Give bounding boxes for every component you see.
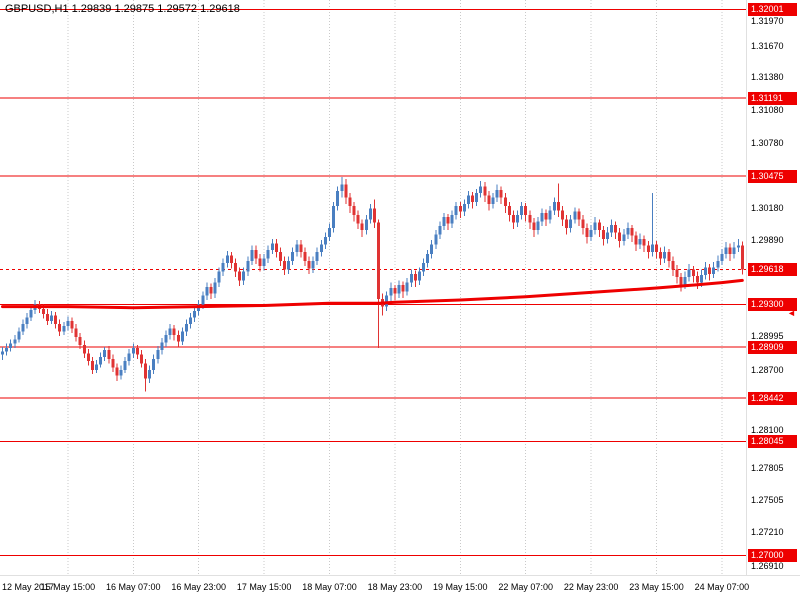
candles-layer	[1, 176, 744, 392]
price-axis-label: 1.27805	[751, 462, 784, 473]
time-axis-label: 18 May 23:00	[367, 582, 423, 592]
price-axis-label: 1.26910	[751, 561, 784, 572]
level-price-badge: 1.27000	[748, 548, 797, 562]
price-marker-arrow: ◄	[787, 308, 796, 319]
price-axis-label: 1.31970	[751, 15, 784, 26]
price-axis-label: 1.31380	[751, 72, 784, 83]
time-axis[interactable]: 12 May 2017 15 May 15:00 16 May 07:00 16 Ma…	[0, 575, 800, 600]
time-axis-label: 22 May 07:00	[498, 582, 553, 592]
price-axis-label: 1.31670	[751, 40, 784, 51]
moving-average-line	[1, 278, 744, 310]
level-price-badge: 1.29300	[748, 297, 797, 311]
level-price-badge: 1.28045	[748, 434, 797, 448]
time-axis-label: 23 May 15:00	[629, 582, 684, 592]
price-chart[interactable]	[0, 0, 746, 575]
time-axis-label: 16 May 07:00	[106, 582, 161, 592]
price-axis-label: 1.30180	[751, 203, 784, 214]
time-axis-label: 22 May 23:00	[563, 582, 619, 592]
price-axis-label: 1.30780	[751, 137, 784, 148]
price-axis-label: 1.28995	[751, 331, 784, 342]
level-price-badge: 1.30475	[748, 169, 797, 183]
price-axis-label: 1.28100	[751, 425, 784, 436]
time-axis-label: 16 May 23:00	[171, 582, 226, 592]
price-axis-label: 1.27210	[751, 527, 784, 538]
time-axis-label: 17 May 15:00	[236, 582, 292, 592]
price-axis-label: 1.28700	[751, 364, 784, 375]
price-axis-label: 1.27505	[751, 495, 784, 506]
time-axis-label: 15 May 15:00	[40, 582, 96, 592]
time-axis-label: 24 May 07:00	[694, 582, 750, 592]
bid-price-badge: 1.29618	[748, 263, 797, 277]
time-axis-label: 18 May 07:00	[302, 582, 357, 592]
levels-layer	[0, 9, 746, 556]
time-axis-label: 19 May 15:00	[433, 582, 488, 592]
chart-title: GBPUSD,H1 1.29839 1.29875 1.29572 1.2961…	[5, 3, 240, 15]
level-price-badge: 1.28909	[748, 340, 797, 354]
level-price-badge: 1.28442	[748, 391, 797, 405]
time-axis-label: 12 May 2017	[2, 582, 55, 592]
price-axis-label: 1.31080	[751, 105, 784, 116]
level-price-badge: 1.31191	[748, 91, 797, 105]
price-axis-label: 1.29890	[751, 235, 784, 246]
price-axis[interactable]: 1.32001 1.31191 1.30475 1.29300 1.28909 1.284…	[746, 0, 800, 575]
level-price-badge: 1.32001	[748, 3, 797, 17]
